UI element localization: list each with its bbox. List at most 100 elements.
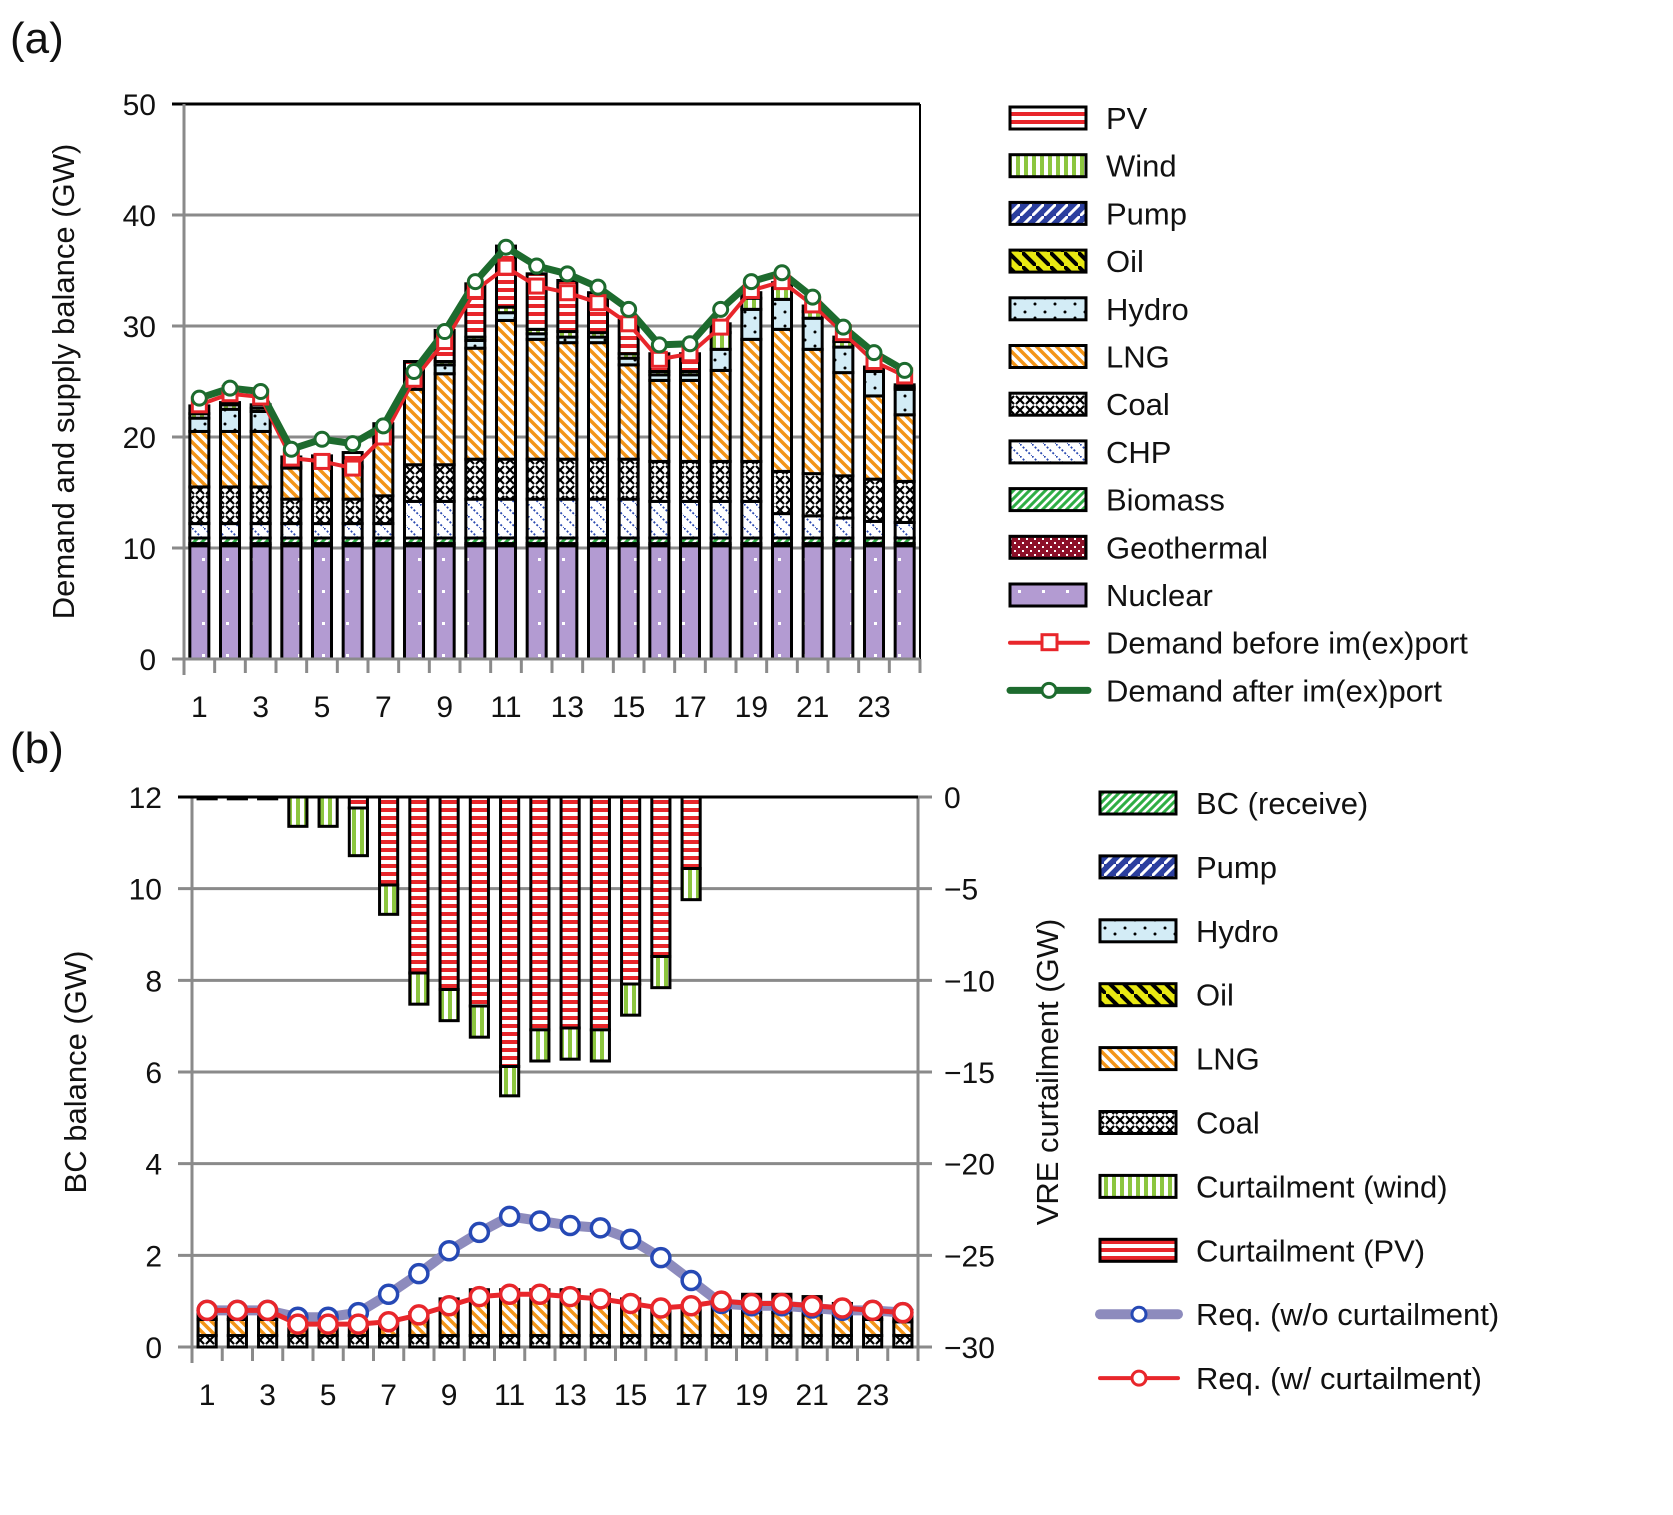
marker-before [650, 350, 668, 368]
y-tick-label-a: 20 [123, 422, 156, 455]
marker-after [558, 265, 576, 283]
marker-before [497, 258, 515, 276]
bar-lng [188, 429, 211, 489]
marker-after [344, 435, 362, 453]
bar-cpv [499, 795, 521, 1068]
legend-item-biomass: Biomass [1008, 483, 1225, 518]
bar-cwind [317, 795, 339, 828]
legend-swatch-chp [1008, 439, 1088, 465]
bar-hydro [862, 370, 886, 398]
bar-chp [648, 499, 671, 540]
x-tick-label-a: 11 [490, 691, 521, 724]
legend-swatch-biomass [1008, 487, 1088, 513]
legend-item-pump: Pump [1098, 850, 1277, 885]
x-tick-label-a: 13 [551, 691, 584, 724]
y-tick-label-a: 0 [139, 644, 156, 677]
bar-coal [218, 485, 242, 526]
bar-chp [310, 522, 334, 540]
legend-item-hydro: Hydro [1008, 292, 1189, 327]
x-tick-label-b: 23 [856, 1379, 889, 1412]
legend-label-coal: Coal [1106, 387, 1170, 422]
bar-coal [650, 1334, 672, 1349]
y2-tick-label-b: −25 [944, 1240, 995, 1273]
marker-req_w [892, 1301, 914, 1324]
bar-chp [862, 519, 886, 540]
x-tick-label-a: 15 [612, 691, 645, 724]
bar-cwind [408, 971, 430, 1006]
bar-coal [862, 477, 886, 523]
bar-lng [494, 318, 518, 461]
legend-item-geothermal: Geothermal [1008, 530, 1268, 565]
bar-chp [678, 499, 702, 540]
bar-coal [586, 457, 610, 501]
bar-hydro [801, 316, 824, 351]
y-tick-label-b: 2 [145, 1240, 162, 1273]
bar-lng [648, 378, 671, 463]
marker-req_w [498, 1283, 521, 1306]
bar-chp [494, 497, 518, 540]
y2-axis-title-b: VRE curtailment (GW) [1030, 919, 1065, 1226]
bar-cwind [438, 988, 460, 1023]
bar-hydro [832, 345, 855, 375]
bar-cwind [680, 867, 702, 902]
legend-item-wind: Wind [1008, 149, 1177, 184]
marker-req_wo [529, 1210, 551, 1232]
x-tick-label-b: 19 [735, 1379, 768, 1412]
bar-lng [226, 1318, 248, 1338]
y-tick-label-a: 50 [123, 89, 156, 122]
legend-swatch-hydro [1008, 296, 1088, 322]
bar-coal [709, 459, 732, 503]
bar-coal [408, 1334, 430, 1349]
marker-req_w [226, 1299, 249, 1322]
x-tick-label-a: 21 [796, 691, 829, 724]
marker-req_w [619, 1292, 642, 1315]
legend-item-coal: Coal [1008, 387, 1170, 422]
legend-b: BC (receive) Pump Hydro Oil LNG Coal Curtailme… [1095, 786, 1499, 1396]
legend-item-after: Demand after im(ex)port [1006, 673, 1442, 708]
bar-coal [710, 1334, 732, 1349]
marker-after [405, 363, 423, 381]
bar-lng [770, 327, 794, 473]
marker-req_w [831, 1297, 854, 1319]
y-tick-label-b: 4 [145, 1149, 162, 1182]
bar-lng [862, 1318, 884, 1338]
marker-after [374, 417, 392, 435]
legend-swatch-pump [1098, 854, 1178, 880]
bar-coal [893, 479, 916, 524]
marker-after [865, 344, 883, 362]
bar-lng [372, 438, 395, 498]
legend-label-wind: Wind [1106, 149, 1177, 184]
bar-coal [468, 1334, 490, 1349]
legend-swatch-wind [1008, 153, 1088, 179]
bar-chp [341, 522, 364, 540]
line-after [198, 243, 907, 453]
bar-cwind [650, 955, 672, 990]
bar-coal [372, 494, 395, 526]
marker-req_w [529, 1283, 551, 1306]
bar-coal [529, 1334, 551, 1349]
bar-chp [617, 497, 640, 540]
legend-label-oil: Oil [1196, 978, 1234, 1013]
bar-lng [892, 1320, 914, 1338]
legend-item-hydro: Hydro [1098, 914, 1279, 949]
marker-req_wo [650, 1246, 672, 1269]
bar-coal [317, 1334, 339, 1349]
bar-coal [347, 1334, 369, 1349]
bar-coal [438, 1334, 460, 1349]
bar-coal [280, 497, 303, 526]
bar-nuclear [310, 544, 334, 661]
legend-swatch-bc [1098, 790, 1178, 816]
marker-req_wo [468, 1221, 491, 1244]
bar-pv [893, 383, 916, 389]
bar-cpv [438, 795, 460, 991]
bar-coal [770, 469, 794, 516]
marker-after [650, 336, 668, 354]
marker-after [712, 300, 730, 318]
x-tick-label-b: 15 [614, 1379, 647, 1412]
legend-swatch-lng [1098, 1046, 1178, 1072]
legend-swatch-oil [1008, 248, 1088, 274]
legend-label-oil: Oil [1106, 244, 1144, 279]
bar-cpv [620, 795, 642, 986]
bar-lng [218, 429, 242, 489]
bar-chp [893, 520, 916, 540]
